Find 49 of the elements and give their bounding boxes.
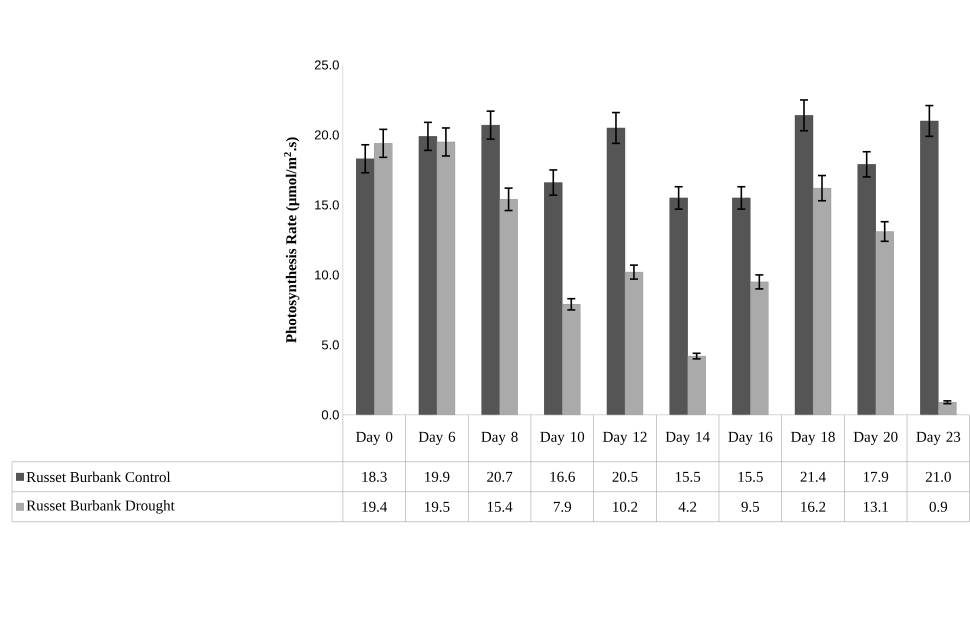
data-label: 9.5	[741, 502, 760, 512]
bar	[920, 120, 939, 416]
bar	[606, 128, 626, 416]
data-label: 18.3	[362, 472, 387, 482]
y-tick-label: 0.0	[322, 410, 339, 420]
bar	[544, 182, 562, 416]
y-tick-label: 15.0	[315, 200, 339, 210]
x-tick-label: Day 16	[728, 432, 772, 445]
data-label: 19.5	[425, 502, 450, 512]
data-label: 10.2	[613, 502, 638, 512]
data-label: 13.1	[864, 502, 888, 512]
bar	[794, 115, 814, 416]
data-label: 0.9	[930, 502, 948, 512]
legend-label: Russet Burbank Control	[26, 472, 170, 482]
data-label: 21.4	[800, 472, 826, 482]
x-tick-label: Day 10	[540, 432, 584, 446]
x-tick-label: Day 14	[666, 432, 710, 445]
x-tick-label: Day 20	[854, 432, 898, 446]
data-label: 4.2	[678, 502, 696, 512]
bar	[418, 136, 438, 416]
data-label: 7.9	[554, 502, 572, 512]
data-label: 17.9	[864, 472, 888, 482]
x-tick-label: Day 18	[791, 432, 835, 446]
bar	[356, 158, 374, 416]
data-label: 15.5	[738, 472, 763, 482]
x-tick-label: Day 12	[602, 432, 647, 445]
data-label: 15.4	[488, 502, 512, 512]
data-label: 15.5	[676, 472, 700, 482]
x-tick-label: Day 8	[481, 432, 518, 446]
y-tick-label: 10.0	[315, 270, 339, 280]
data-label: 19.4	[362, 502, 388, 512]
data-label: 20.7	[487, 472, 512, 482]
y-axis-title: Photosynthesis Rate (μmol/m$^{2}$.s)	[284, 138, 300, 343]
y-tick-label: 5.0	[322, 340, 339, 350]
data-label: 19.9	[425, 472, 450, 482]
bar	[732, 198, 751, 416]
data-label: 16.6	[550, 472, 575, 482]
y-tick-label: 20.0	[314, 130, 339, 140]
legend-label: Russet Burbank Drought	[26, 500, 175, 514]
data-label: 21.0	[926, 472, 951, 482]
bar	[669, 198, 688, 416]
x-tick-label: Day 6	[418, 432, 456, 445]
bar	[481, 125, 500, 416]
y-tick-label: 25.0	[314, 60, 339, 70]
data-label: 16.2	[801, 502, 826, 512]
data-label: 20.5	[612, 472, 638, 482]
bar	[857, 164, 876, 416]
x-tick-label: Day 0	[356, 432, 392, 446]
x-tick-label: Day 23	[916, 432, 960, 445]
